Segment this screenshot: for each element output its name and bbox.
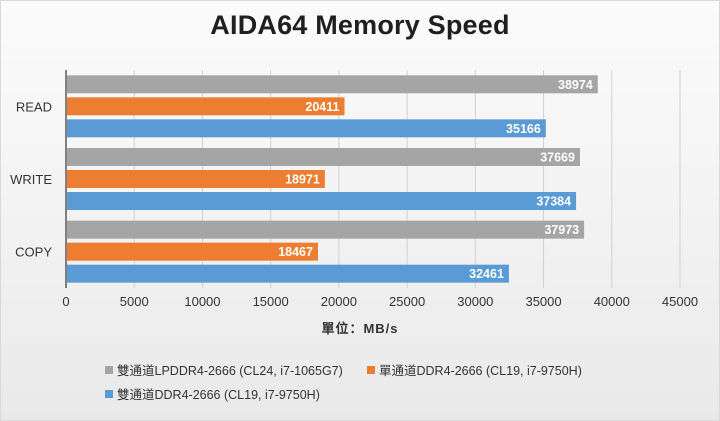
chart-title: AIDA64 Memory Speed: [210, 10, 510, 40]
bar: [67, 264, 509, 283]
bar-value-label: 20411: [305, 100, 339, 114]
bar: [67, 170, 325, 188]
bars: [67, 75, 598, 283]
bar-value-label: 37384: [536, 195, 571, 209]
bar-value-label: 18467: [278, 245, 313, 259]
x-tick-label: 20000: [321, 294, 357, 309]
x-axis-labels: 0 5000 10000 15000 20000 25000 30000 35000 40000…: [62, 294, 698, 309]
x-tick-label: 30000: [457, 294, 493, 309]
bar-value-label: 37973: [544, 223, 579, 237]
legend-item-lpddr4-dual: 雙通道LPDDR4-2666 (CL24, i7-1065G7): [105, 360, 343, 379]
x-tick-label: 15000: [253, 294, 289, 309]
x-tick-label: 25000: [389, 294, 425, 309]
x-tick-label: 40000: [594, 294, 630, 309]
bar-value-label: 35166: [506, 122, 541, 136]
x-axis-title: 單位：MB/s: [321, 321, 399, 336]
legend-item-ddr4-single: 單通道DDR4-2666 (CL19, i7-9750H): [367, 360, 582, 379]
x-tick-label: 45000: [662, 294, 698, 309]
legend-swatch: [105, 365, 113, 374]
bar: [67, 97, 345, 116]
y-tick-label: READ: [16, 99, 52, 114]
x-tick-label: 0: [62, 294, 69, 309]
y-axis-labels: READ WRITE COPY: [10, 99, 52, 259]
legend-swatch: [367, 365, 375, 374]
bar-value-label: 37669: [540, 151, 575, 165]
legend-label: 單通道DDR4-2666 (CL19, i7-9750H): [379, 364, 582, 378]
y-tick-label: WRITE: [10, 172, 52, 187]
legend-item-ddr4-dual: 雙通道DDR4-2666 (CL19, i7-9750H): [105, 384, 320, 403]
bar: [67, 220, 585, 239]
bar-value-label: 32461: [469, 267, 504, 281]
bar: [67, 75, 598, 94]
y-tick-label: COPY: [15, 245, 52, 260]
legend-swatch: [105, 389, 113, 398]
x-tick-label: 5000: [120, 294, 149, 309]
legend-label: 雙通道LPDDR4-2666 (CL24, i7-1065G7): [117, 364, 343, 378]
bar-value-label: 18971: [285, 173, 320, 187]
x-tick-label: 35000: [525, 294, 561, 309]
bar-value-label: 38974: [558, 78, 593, 92]
bar: [67, 119, 546, 138]
legend: 雙通道LPDDR4-2666 (CL24, i7-1065G7) 單通道DDR4…: [105, 360, 665, 412]
bar: [67, 148, 580, 166]
bar: [67, 242, 318, 261]
legend-label: 雙通道DDR4-2666 (CL19, i7-9750H): [117, 388, 320, 402]
bar: [67, 192, 577, 210]
x-tick-label: 10000: [184, 294, 220, 309]
data-labels: 38974 20411 35166 37669 18971 37384 37973 18467…: [278, 78, 593, 281]
